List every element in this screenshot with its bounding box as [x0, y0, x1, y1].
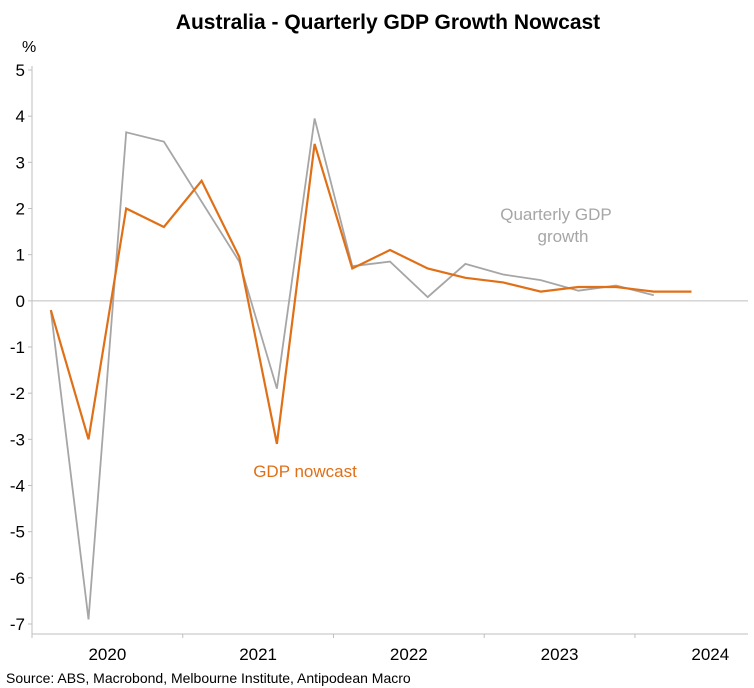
y-tick-label: 3 — [16, 153, 25, 172]
gdp-nowcast-line — [49, 143, 692, 445]
y-axis-unit-label: % — [22, 39, 36, 56]
chart-title: Australia - Quarterly GDP Growth Nowcast — [176, 11, 600, 34]
source-note: Source: ABS, Macrobond, Melbourne Instit… — [6, 670, 411, 686]
annotation-gdp-nowcast: GDP nowcast — [253, 462, 357, 481]
y-tick-label: -3 — [10, 430, 25, 449]
series-group — [49, 118, 692, 620]
y-tick-label: -1 — [10, 338, 25, 357]
y-tick-label: -7 — [10, 615, 25, 634]
quarterly-gdp-growth-line — [49, 118, 655, 620]
y-tick-label: 0 — [16, 292, 25, 311]
x-tick-label: 2022 — [390, 645, 428, 664]
y-tick-label: 5 — [16, 61, 25, 80]
y-tick-label: 1 — [16, 246, 25, 265]
x-tick-label: 2023 — [541, 645, 579, 664]
y-tick-label: 2 — [16, 200, 25, 219]
y-tick-label: -2 — [10, 384, 25, 403]
x-tick-label: 2024 — [691, 645, 729, 664]
x-tick-label: 2021 — [239, 645, 277, 664]
annotation-quarterly-gdp-line2: growth — [537, 227, 588, 246]
y-tick-label: -4 — [10, 477, 25, 496]
annotation-quarterly-gdp-line1: Quarterly GDP — [500, 205, 611, 224]
x-tick-label: 2020 — [88, 645, 126, 664]
y-tick-label: 4 — [16, 107, 25, 126]
y-tick-label: -5 — [10, 523, 25, 542]
axes-group: 5 4 3 2 1 0 -1 -2 -3 -4 -5 -6 -7 2020 2021 2022 2023 2024 — [10, 61, 748, 664]
y-tick-label: -6 — [10, 569, 25, 588]
